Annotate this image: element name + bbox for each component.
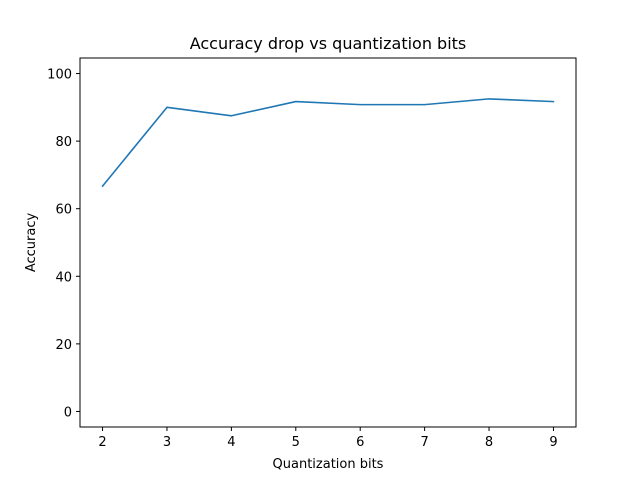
x-tick-label: 8 [485, 435, 493, 450]
y-axis-label: Accuracy [24, 213, 39, 273]
axes-frame [79, 57, 577, 428]
x-tick-label: 2 [98, 435, 106, 450]
y-tick-label: 60 [55, 203, 72, 218]
y-tick-label: 100 [47, 68, 72, 83]
x-tick-label: 9 [549, 435, 557, 450]
series-line-1 [101, 98, 555, 188]
x-tick-label: 4 [227, 435, 235, 450]
y-tick-label: 0 [64, 405, 72, 420]
x-tick-label: 7 [420, 435, 428, 450]
x-tick-label: 3 [163, 435, 171, 450]
plot-area [101, 98, 555, 188]
y-tick-label: 80 [55, 135, 72, 150]
chart-title: Accuracy drop vs quantization bits [190, 34, 467, 53]
y-tick-label: 20 [55, 338, 72, 353]
x-axis-label: Quantization bits [273, 457, 384, 472]
x-tick-label: 5 [292, 435, 300, 450]
y-tick-label: 40 [55, 270, 72, 285]
x-tick-label: 6 [356, 435, 364, 450]
